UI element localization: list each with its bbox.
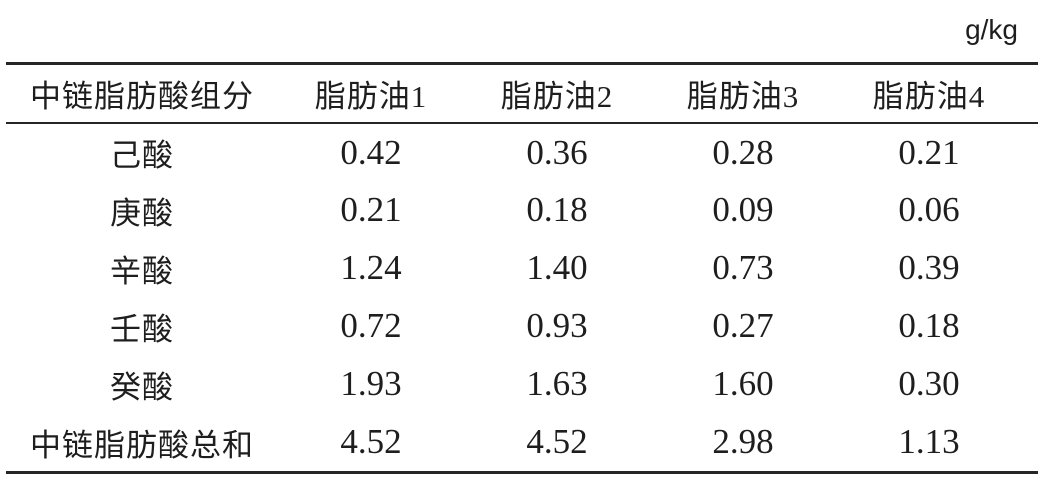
value-cell: 0.93: [526, 306, 588, 345]
fatty-acid-table: 中链脂肪酸组分 脂肪油1 脂肪油2 脂肪油3 脂肪油4 己酸 0.42 0.36 0.…: [6, 65, 1038, 471]
row-label: 庚酸: [110, 195, 174, 231]
value-cell: 4.52: [340, 422, 402, 461]
row-label: 癸酸: [110, 369, 174, 405]
filler-cell: [1022, 297, 1038, 355]
value-cell: 0.21: [898, 132, 960, 172]
filler-cell: [1022, 123, 1038, 181]
value-cell: 0.21: [340, 190, 402, 229]
column-header-component: 中链脂肪酸组分: [30, 79, 254, 114]
value-cell: 0.30: [898, 364, 960, 403]
column-header-oil3: 脂肪油3: [686, 79, 800, 114]
row-label: 壬酸: [110, 311, 174, 347]
filler-cell: [1022, 239, 1038, 297]
value-cell: 0.39: [898, 248, 960, 287]
value-cell: 4.52: [526, 422, 588, 461]
table-row: 己酸 0.42 0.36 0.28 0.21: [6, 123, 1038, 181]
filler-cell: [1022, 413, 1038, 471]
filler-cell: [1022, 65, 1038, 123]
value-cell: 0.28: [712, 132, 774, 172]
header-row: 中链脂肪酸组分 脂肪油1 脂肪油2 脂肪油3 脂肪油4: [6, 65, 1038, 123]
value-cell: 1.63: [526, 364, 588, 403]
table-row: 壬酸 0.72 0.93 0.27 0.18: [6, 297, 1038, 355]
column-header-oil4: 脂肪油4: [872, 79, 986, 114]
unit-label: g/kg: [965, 14, 1018, 45]
value-cell: 1.60: [712, 364, 774, 403]
value-cell: 0.27: [712, 306, 774, 345]
value-cell: 1.24: [340, 248, 402, 287]
table-body: 己酸 0.42 0.36 0.28 0.21 庚酸 0.21 0.18 0.09 0.06 辛酸 1.…: [6, 123, 1038, 471]
table-row: 辛酸 1.24 1.40 0.73 0.39: [6, 239, 1038, 297]
row-label: 中链脂肪酸总和: [30, 427, 254, 463]
table-row: 庚酸 0.21 0.18 0.09 0.06: [6, 181, 1038, 239]
value-cell: 1.40: [526, 248, 588, 287]
value-cell: 0.36: [526, 132, 588, 172]
row-label: 辛酸: [110, 253, 174, 289]
value-cell: 2.98: [712, 422, 774, 461]
value-cell: 0.18: [898, 306, 960, 345]
fatty-acid-table-wrap: 中链脂肪酸组分 脂肪油1 脂肪油2 脂肪油3 脂肪油4 己酸 0.42 0.36 0.…: [6, 62, 1038, 474]
column-header-oil1: 脂肪油1: [314, 79, 428, 114]
value-cell: 0.18: [526, 190, 588, 229]
row-label: 己酸: [110, 138, 174, 173]
column-header-oil2: 脂肪油2: [500, 79, 614, 114]
value-cell: 0.09: [712, 190, 774, 229]
table-row: 中链脂肪酸总和 4.52 4.52 2.98 1.13: [6, 413, 1038, 471]
value-cell: 0.06: [898, 190, 960, 229]
value-cell: 1.93: [340, 364, 402, 403]
value-cell: 1.13: [898, 422, 960, 461]
filler-cell: [1022, 181, 1038, 239]
value-cell: 0.73: [712, 248, 774, 287]
value-cell: 0.42: [340, 132, 402, 172]
filler-cell: [1022, 355, 1038, 413]
table-row: 癸酸 1.93 1.63 1.60 0.30: [6, 355, 1038, 413]
value-cell: 0.72: [340, 306, 402, 345]
